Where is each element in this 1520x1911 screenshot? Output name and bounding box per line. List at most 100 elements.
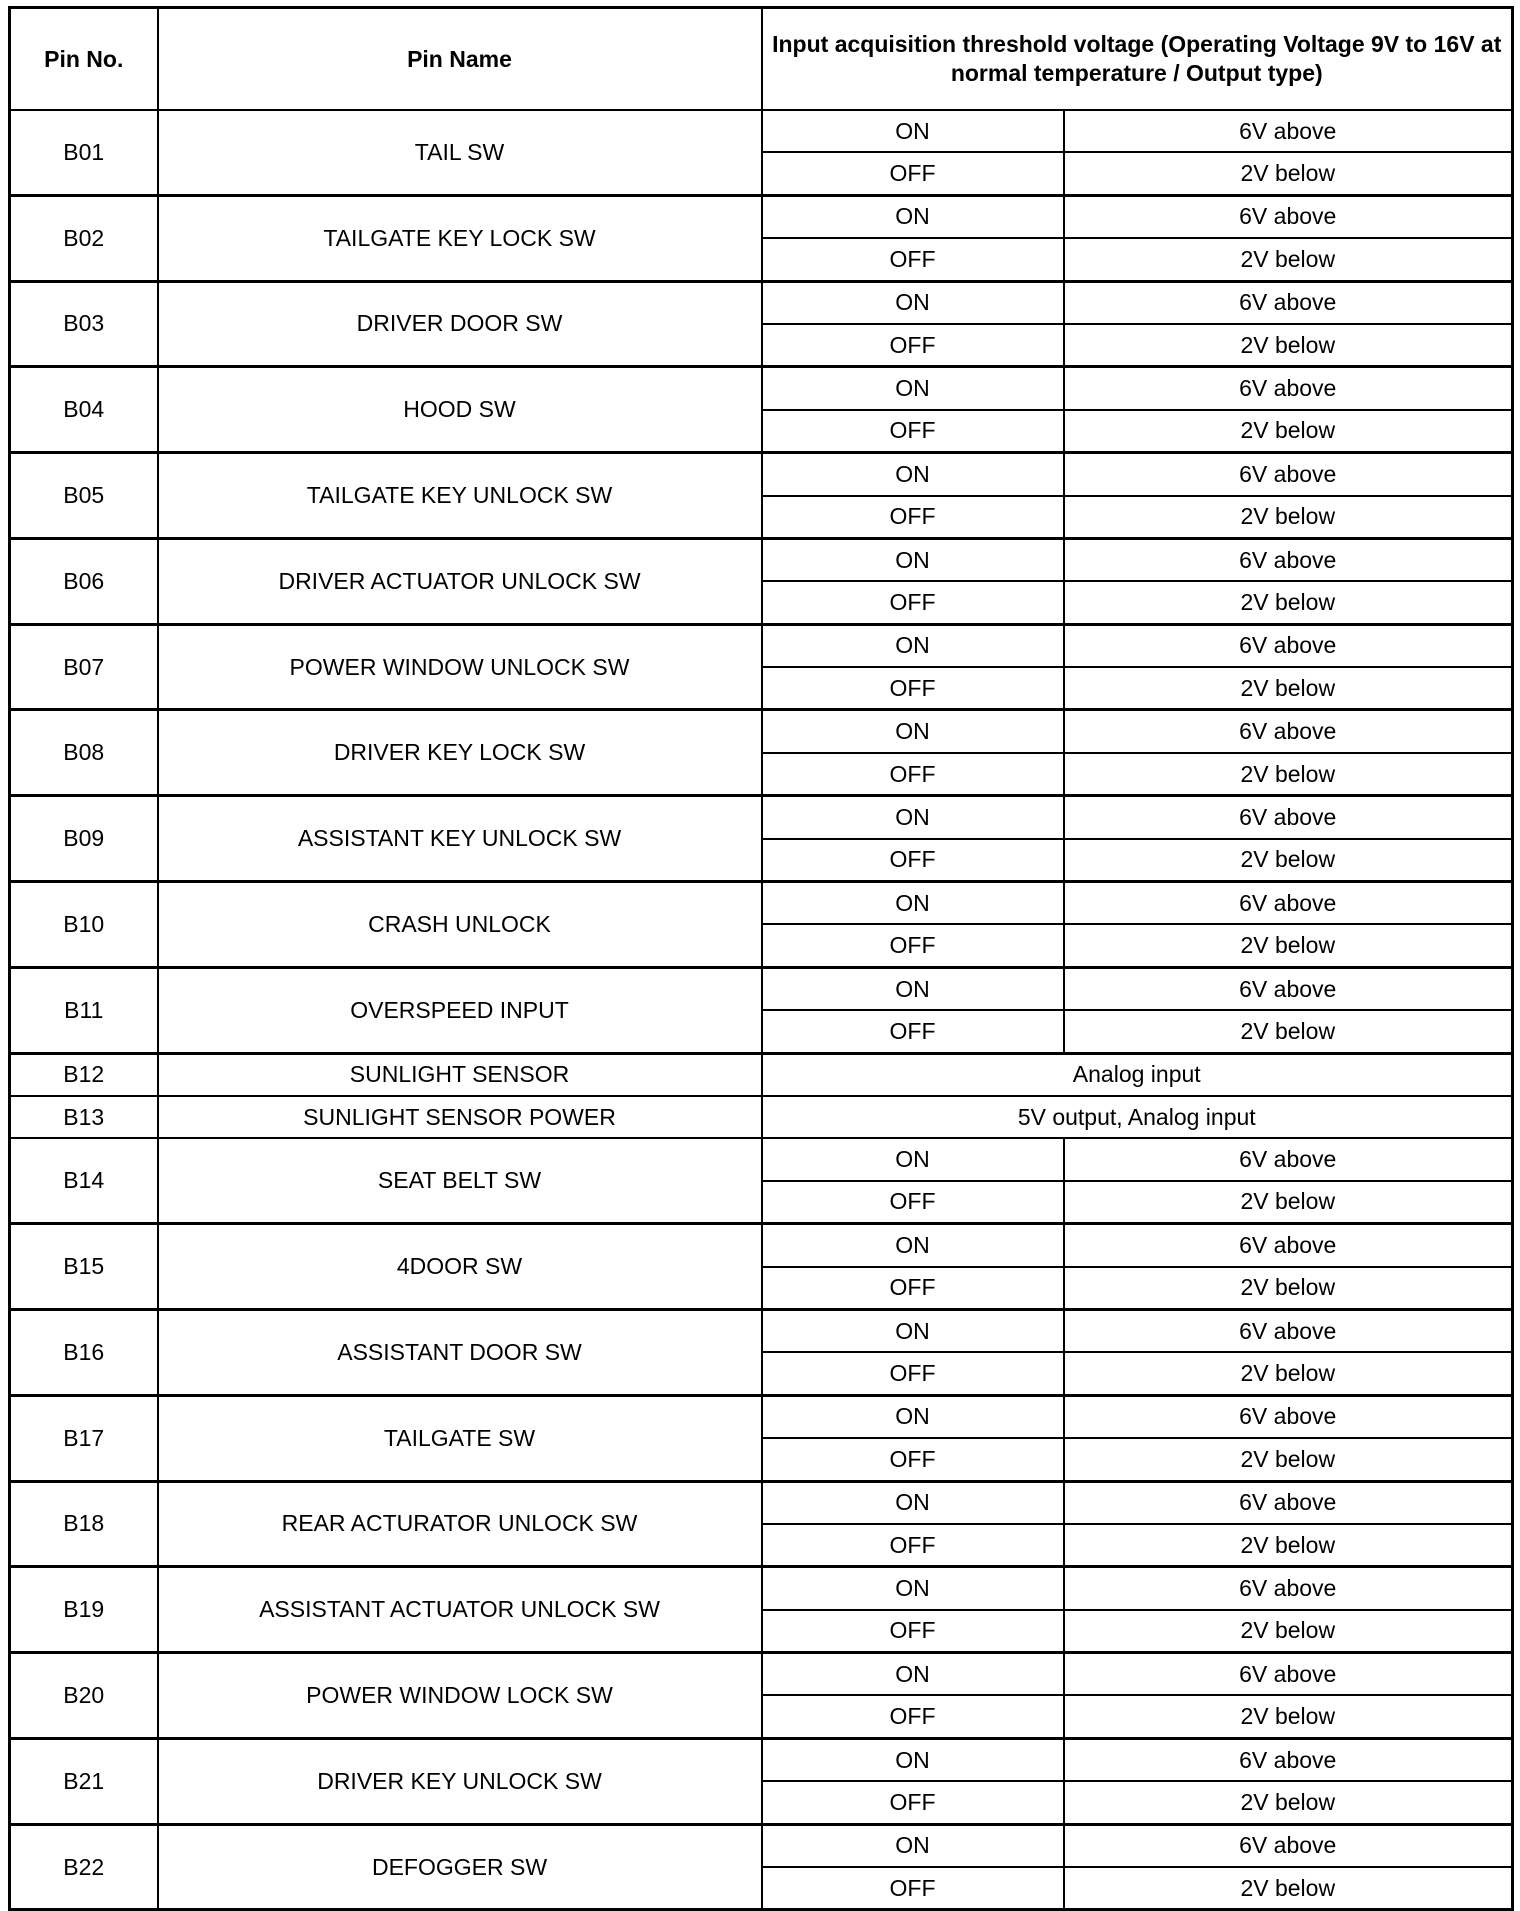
- pin-number: B20: [8, 1651, 159, 1740]
- off-threshold: 2V below: [1062, 837, 1514, 884]
- off-threshold: 2V below: [1062, 923, 1514, 969]
- state-off-label: OFF: [760, 1694, 1065, 1740]
- on-threshold: 6V above: [1062, 1565, 1514, 1611]
- pin-number: B05: [8, 451, 159, 540]
- table-row: B14 SEAT BELT SW ON 6V above: [8, 1137, 1514, 1226]
- pin-name: ASSISTANT KEY UNLOCK SW: [156, 794, 763, 884]
- pin-number: B11: [8, 966, 159, 1055]
- state-on-label: ON: [760, 280, 1065, 325]
- on-threshold: 6V above: [1062, 794, 1514, 840]
- pin-name: DEFOGGER SW: [156, 1823, 763, 1911]
- pin-number: B19: [8, 1565, 159, 1655]
- pin-number: B04: [8, 365, 159, 455]
- on-threshold: 6V above: [1062, 1137, 1514, 1182]
- pin-name: SEAT BELT SW: [156, 1137, 763, 1226]
- state-on-label: ON: [760, 365, 1065, 411]
- on-threshold: 6V above: [1062, 880, 1514, 926]
- state-on-label: ON: [760, 1651, 1065, 1697]
- pin-number: B06: [8, 537, 159, 626]
- off-threshold: 2V below: [1062, 1780, 1514, 1826]
- off-threshold: 2V below: [1062, 666, 1514, 712]
- pin-number: B18: [8, 1480, 159, 1569]
- state-on-label: ON: [760, 623, 1065, 669]
- on-threshold: 6V above: [1062, 1308, 1514, 1354]
- on-threshold: 6V above: [1062, 1480, 1514, 1525]
- state-off-label: OFF: [760, 1009, 1065, 1055]
- off-threshold: 2V below: [1062, 1351, 1514, 1397]
- table-row: B08 DRIVER KEY LOCK SW ON 6V above: [8, 708, 1514, 798]
- table-subrow: OFF 2V below: [10, 1608, 1514, 1655]
- state-off-label: OFF: [760, 408, 1065, 455]
- state-on-label: ON: [760, 194, 1065, 240]
- table-subrow: OFF 2V below: [10, 151, 1514, 197]
- off-threshold: 2V below: [1062, 322, 1514, 369]
- off-threshold: 2V below: [1062, 1866, 1514, 1911]
- pin-number: B14: [8, 1137, 159, 1226]
- state-on-label: ON: [760, 108, 1065, 154]
- off-threshold: 2V below: [1062, 1437, 1514, 1483]
- on-threshold: 6V above: [1062, 1222, 1514, 1268]
- state-off-label: OFF: [760, 1179, 1065, 1226]
- table-row: B18 REAR ACTURATOR UNLOCK SW ON 6V above: [8, 1480, 1514, 1569]
- table-subrow: OFF 2V below: [10, 751, 1514, 798]
- pin-name: TAILGATE KEY LOCK SW: [156, 194, 763, 283]
- off-threshold: 2V below: [1062, 580, 1514, 626]
- table-row: B03 DRIVER DOOR SW ON 6V above: [8, 280, 1514, 369]
- off-threshold: 2V below: [1062, 1265, 1514, 1311]
- state-on-label: ON: [760, 708, 1065, 754]
- table-subrow: OFF 2V below: [10, 1265, 1514, 1311]
- header-pin-name: Pin Name: [156, 6, 763, 111]
- pin-name: HOOD SW: [156, 365, 763, 455]
- off-threshold: 2V below: [1062, 151, 1514, 197]
- table-subrow: OFF 2V below: [10, 237, 1514, 283]
- table-subrow: OFF 2V below: [10, 1351, 1514, 1397]
- table-row: B15 4DOOR SW ON 6V above: [8, 1222, 1514, 1311]
- state-off-label: OFF: [760, 494, 1065, 540]
- pin-name: TAILGATE SW: [156, 1394, 763, 1483]
- threshold-value: Analog input: [760, 1052, 1514, 1097]
- state-off-label: OFF: [760, 1866, 1065, 1911]
- on-threshold: 6V above: [1062, 1394, 1514, 1440]
- pin-name: DRIVER KEY LOCK SW: [156, 708, 763, 798]
- state-off-label: OFF: [760, 1351, 1065, 1397]
- header-row: Pin No. Pin Name Input acquisition thres…: [8, 6, 1514, 111]
- pin-name: SUNLIGHT SENSOR POWER: [156, 1094, 763, 1140]
- on-threshold: 6V above: [1062, 108, 1514, 154]
- pin-name: POWER WINDOW UNLOCK SW: [156, 623, 763, 712]
- state-on-label: ON: [760, 1308, 1065, 1354]
- state-off-label: OFF: [760, 751, 1065, 798]
- state-off-label: OFF: [760, 1608, 1065, 1655]
- on-threshold: 6V above: [1062, 1737, 1514, 1783]
- pin-number: B10: [8, 880, 159, 969]
- table-row: B07 POWER WINDOW UNLOCK SW ON 6V above: [8, 623, 1514, 712]
- on-threshold: 6V above: [1062, 708, 1514, 754]
- table-row: B21 DRIVER KEY UNLOCK SW ON 6V above: [8, 1737, 1514, 1826]
- pin-name: DRIVER KEY UNLOCK SW: [156, 1737, 763, 1826]
- pin-name: SUNLIGHT SENSOR: [156, 1052, 763, 1097]
- state-on-label: ON: [760, 1137, 1065, 1182]
- on-threshold: 6V above: [1062, 537, 1514, 583]
- pin-number: B08: [8, 708, 159, 798]
- state-off-label: OFF: [760, 1522, 1065, 1569]
- pin-name: CRASH UNLOCK: [156, 880, 763, 969]
- table-subrow: OFF 2V below: [10, 1437, 1514, 1483]
- off-threshold: 2V below: [1062, 237, 1514, 283]
- off-threshold: 2V below: [1062, 751, 1514, 798]
- off-threshold: 2V below: [1062, 408, 1514, 455]
- pin-name: 4DOOR SW: [156, 1222, 763, 1311]
- table-row: B09 ASSISTANT KEY UNLOCK SW ON 6V above: [8, 794, 1514, 884]
- state-on-label: ON: [760, 1480, 1065, 1525]
- pin-number: B09: [8, 794, 159, 884]
- table-subrow: OFF 2V below: [10, 580, 1514, 626]
- pin-number: B03: [8, 280, 159, 369]
- off-threshold: 2V below: [1062, 1608, 1514, 1655]
- table-row: B19 ASSISTANT ACTUATOR UNLOCK SW ON 6V abov…: [8, 1565, 1514, 1655]
- pin-name: DRIVER DOOR SW: [156, 280, 763, 369]
- on-threshold: 6V above: [1062, 194, 1514, 240]
- table-subrow: OFF 2V below: [10, 837, 1514, 884]
- table-subrow: OFF 2V below: [10, 322, 1514, 369]
- table-row: B01 TAIL SW ON 6V above: [8, 108, 1514, 197]
- table-subrow: OFF 2V below: [10, 1009, 1514, 1055]
- table-row: B17 TAILGATE SW ON 6V above: [8, 1394, 1514, 1483]
- state-off-label: OFF: [760, 666, 1065, 712]
